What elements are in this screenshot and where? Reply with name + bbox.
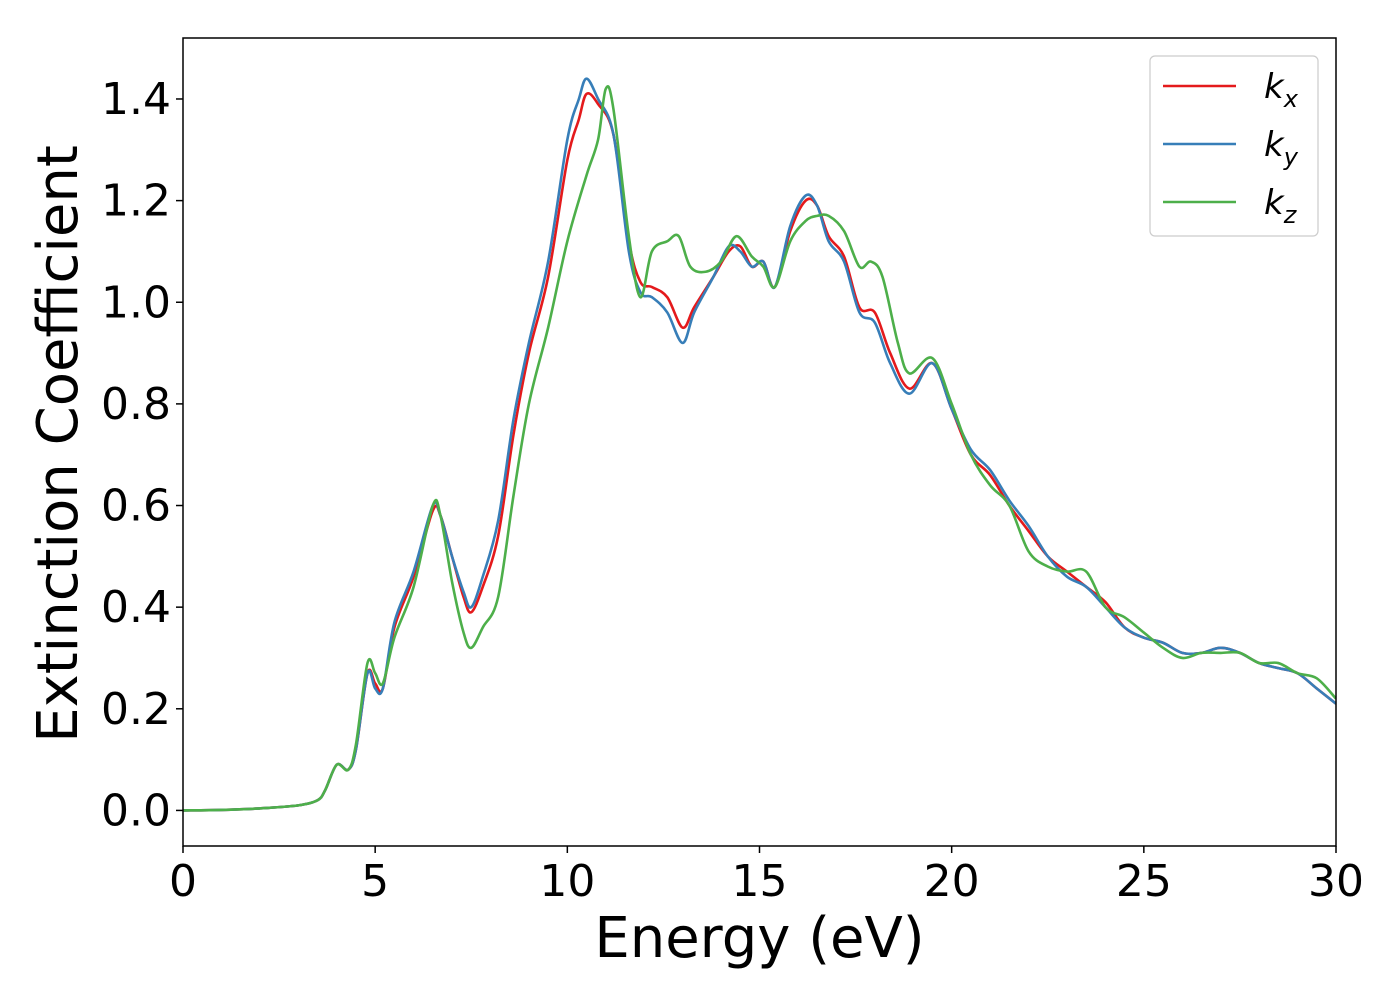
legend-box [1149,55,1319,237]
x-tick-label: 10 [539,856,595,907]
y-axis-label: Extinction Coefficient [26,145,91,743]
x-tick-label: 25 [1116,856,1172,907]
legend-label-main: k [1264,125,1285,165]
legend-label-k-x: kx [1264,67,1299,113]
legend-label-subscript: x [1283,85,1299,113]
y-axis-ticks: 0.0 0.2 0.4 0.6 0.8 1.0 1.2 1.4 [101,74,183,836]
legend-label-k-y: ky [1264,125,1299,171]
legend-label-main: k [1264,67,1285,107]
x-tick-label: 20 [924,856,980,907]
y-tick-label: 0.0 [101,785,171,836]
y-tick-label: 0.6 [101,481,171,532]
y-tick-label: 0.8 [101,379,171,430]
y-tick-label: 0.4 [101,582,171,633]
legend-label-k-z: kz [1264,183,1298,229]
y-tick-label: 0.2 [101,684,171,735]
x-tick-label: 0 [169,856,197,907]
x-axis-label: Energy (eV) [594,906,924,971]
legend-label-subscript: y [1283,143,1299,171]
x-axis-ticks: 0 5 10 15 20 25 30 [169,846,1364,907]
x-tick-label: 15 [732,856,788,907]
x-tick-label: 5 [361,856,389,907]
legend-label-main: k [1264,183,1285,223]
y-tick-label: 1.4 [101,74,171,125]
series-layer [183,77,1336,812]
y-tick-label: 1.2 [101,176,171,227]
series-line-k-z [183,85,1336,812]
y-tick-label: 1.0 [101,277,171,328]
x-tick-label: 30 [1308,856,1364,907]
legend-label-subscript: z [1283,201,1298,229]
